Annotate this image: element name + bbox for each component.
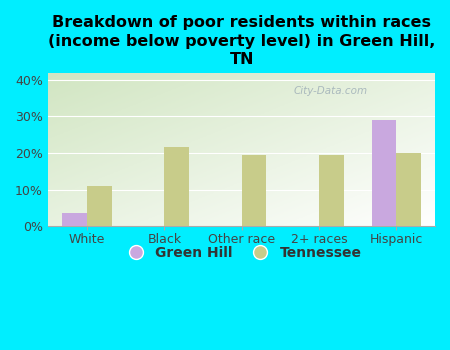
Bar — [242, 155, 266, 226]
Text: City-Data.com: City-Data.com — [293, 86, 368, 96]
Bar — [372, 120, 396, 226]
Bar — [319, 155, 344, 226]
Bar — [63, 213, 87, 226]
Legend: Green Hill, Tennessee: Green Hill, Tennessee — [116, 240, 367, 265]
Bar — [87, 186, 112, 226]
Bar — [396, 153, 421, 226]
Title: Breakdown of poor residents within races
(income below poverty level) in Green H: Breakdown of poor residents within races… — [48, 15, 436, 67]
Bar — [164, 147, 189, 226]
